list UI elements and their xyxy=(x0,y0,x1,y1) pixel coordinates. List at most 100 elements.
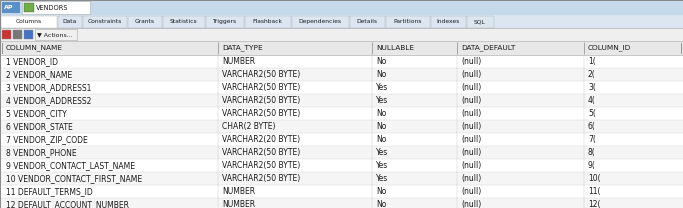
Text: Data: Data xyxy=(62,19,76,24)
Text: Triggers: Triggers xyxy=(212,19,236,24)
Text: No: No xyxy=(376,70,387,79)
Text: 6 VENDOR_STATE: 6 VENDOR_STATE xyxy=(6,122,73,131)
Text: NUMBER: NUMBER xyxy=(222,57,255,66)
Bar xyxy=(0,94,683,107)
Text: VARCHAR2(50 BYTE): VARCHAR2(50 BYTE) xyxy=(222,109,301,118)
Text: 9 VENDOR_CONTACT_LAST_NAME: 9 VENDOR_CONTACT_LAST_NAME xyxy=(6,161,135,170)
Text: 12(: 12( xyxy=(588,200,600,208)
Text: 9(: 9( xyxy=(588,161,596,170)
Text: (null): (null) xyxy=(461,187,482,196)
Bar xyxy=(0,41,683,55)
Text: 4 VENDOR_ADDRESS2: 4 VENDOR_ADDRESS2 xyxy=(6,96,92,105)
Text: DATA_DEFAULT: DATA_DEFAULT xyxy=(461,45,516,51)
Bar xyxy=(0,120,683,133)
Bar xyxy=(0,185,683,198)
Text: (null): (null) xyxy=(461,57,482,66)
Text: Dependencies: Dependencies xyxy=(298,19,342,24)
Bar xyxy=(83,16,126,27)
Bar xyxy=(350,16,385,27)
Text: COLUMN_ID: COLUMN_ID xyxy=(588,45,631,51)
Text: VARCHAR2(50 BYTE): VARCHAR2(50 BYTE) xyxy=(222,148,301,157)
Text: NUMBER: NUMBER xyxy=(222,187,255,196)
Bar xyxy=(2,30,11,39)
Text: (null): (null) xyxy=(461,148,482,157)
Text: Flashback: Flashback xyxy=(253,19,283,24)
Text: 7 VENDOR_ZIP_CODE: 7 VENDOR_ZIP_CODE xyxy=(6,135,87,144)
Text: 2(: 2( xyxy=(588,70,596,79)
Text: NULLABLE: NULLABLE xyxy=(376,45,414,51)
Bar xyxy=(0,55,683,68)
Bar xyxy=(0,172,683,185)
Text: Details: Details xyxy=(357,19,378,24)
Bar xyxy=(57,16,81,27)
Text: Yes: Yes xyxy=(376,96,388,105)
Text: (null): (null) xyxy=(461,200,482,208)
Bar xyxy=(0,159,683,172)
Text: 5(: 5( xyxy=(588,109,596,118)
Text: 10(: 10( xyxy=(588,174,600,183)
Text: 11 DEFAULT_TERMS_ID: 11 DEFAULT_TERMS_ID xyxy=(6,187,93,196)
Text: Statistics: Statistics xyxy=(169,19,197,24)
Text: VARCHAR2(50 BYTE): VARCHAR2(50 BYTE) xyxy=(222,174,301,183)
Bar xyxy=(0,146,683,159)
Text: No: No xyxy=(376,57,387,66)
Text: 10 VENDOR_CONTACT_FIRST_NAME: 10 VENDOR_CONTACT_FIRST_NAME xyxy=(6,174,142,183)
Text: 5 VENDOR_CITY: 5 VENDOR_CITY xyxy=(6,109,67,118)
Bar xyxy=(0,107,683,120)
Text: 2 VENDOR_NAME: 2 VENDOR_NAME xyxy=(6,70,72,79)
Text: DATA_TYPE: DATA_TYPE xyxy=(222,45,263,51)
Text: (null): (null) xyxy=(461,122,482,131)
Text: No: No xyxy=(376,200,387,208)
Text: (null): (null) xyxy=(461,70,482,79)
Bar xyxy=(2,2,20,13)
Text: Partitions: Partitions xyxy=(393,19,421,24)
Text: Grants: Grants xyxy=(135,19,154,24)
Bar xyxy=(245,16,290,27)
Text: 8 VENDOR_PHONE: 8 VENDOR_PHONE xyxy=(6,148,76,157)
Text: COLUMN_NAME: COLUMN_NAME xyxy=(6,45,63,51)
Text: VARCHAR2(50 BYTE): VARCHAR2(50 BYTE) xyxy=(222,161,301,170)
Bar xyxy=(163,16,204,27)
Text: No: No xyxy=(376,187,387,196)
Bar xyxy=(206,16,244,27)
Text: VARCHAR2(50 BYTE): VARCHAR2(50 BYTE) xyxy=(222,96,301,105)
Text: (null): (null) xyxy=(461,83,482,92)
Text: NUMBER: NUMBER xyxy=(222,200,255,208)
Text: Constraints: Constraints xyxy=(87,19,122,24)
Text: No: No xyxy=(376,135,387,144)
Bar xyxy=(430,16,466,27)
Text: No: No xyxy=(376,122,387,131)
Text: 12 DEFAULT_ACCOUNT_NUMBER: 12 DEFAULT_ACCOUNT_NUMBER xyxy=(6,200,129,208)
Text: 6(: 6( xyxy=(588,122,596,131)
Bar xyxy=(0,198,683,208)
Text: Yes: Yes xyxy=(376,148,388,157)
Bar xyxy=(0,15,683,28)
Text: 1 VENDOR_ID: 1 VENDOR_ID xyxy=(6,57,58,66)
Bar xyxy=(385,16,430,27)
Text: (null): (null) xyxy=(461,161,482,170)
Bar xyxy=(24,3,34,12)
Bar xyxy=(1,16,57,27)
Text: 7(: 7( xyxy=(588,135,596,144)
Text: Columns: Columns xyxy=(16,19,42,24)
Text: Yes: Yes xyxy=(376,174,388,183)
Bar xyxy=(0,28,683,41)
Text: 4(: 4( xyxy=(588,96,596,105)
Text: SQL: SQL xyxy=(474,19,486,24)
Bar xyxy=(0,133,683,146)
Text: (null): (null) xyxy=(461,109,482,118)
Text: 3(: 3( xyxy=(588,83,596,92)
Text: 1(: 1( xyxy=(588,57,596,66)
Text: Yes: Yes xyxy=(376,161,388,170)
Text: Indexes: Indexes xyxy=(436,19,460,24)
Text: 3 VENDOR_ADDRESS1: 3 VENDOR_ADDRESS1 xyxy=(6,83,92,92)
Bar xyxy=(0,81,683,94)
Text: VARCHAR2(50 BYTE): VARCHAR2(50 BYTE) xyxy=(222,83,301,92)
Text: No: No xyxy=(376,109,387,118)
Bar xyxy=(22,1,90,14)
Text: (null): (null) xyxy=(461,96,482,105)
Text: (null): (null) xyxy=(461,135,482,144)
Text: (null): (null) xyxy=(461,174,482,183)
Bar xyxy=(24,30,33,39)
Bar xyxy=(292,16,348,27)
